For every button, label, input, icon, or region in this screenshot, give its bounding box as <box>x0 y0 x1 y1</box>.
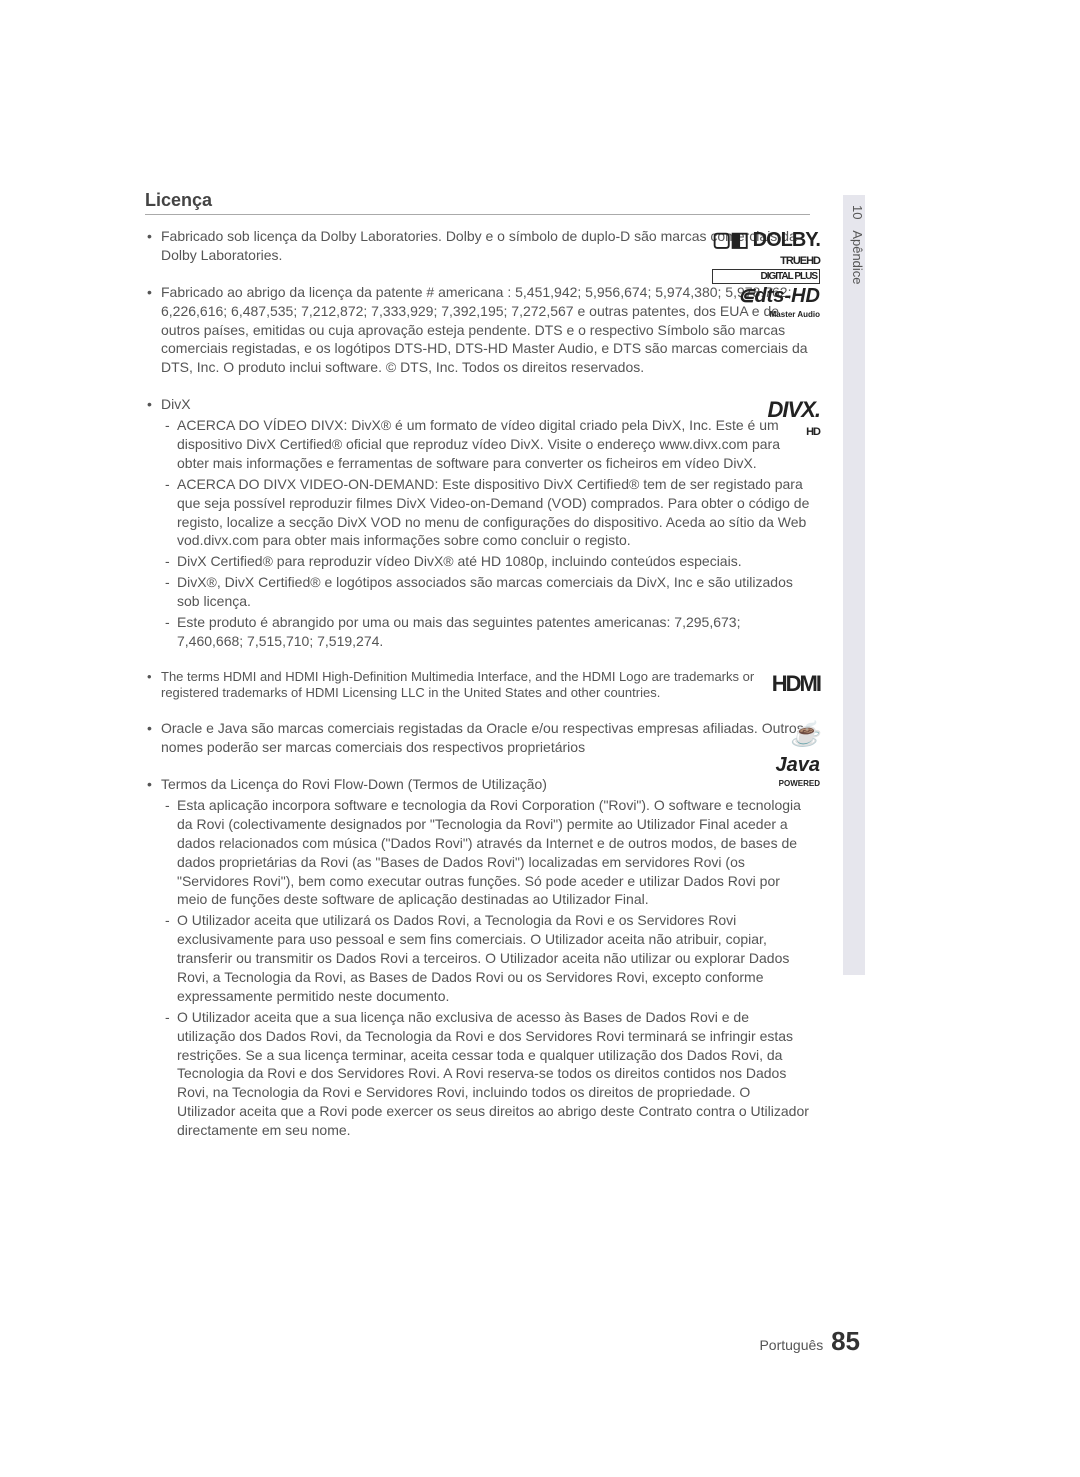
license-item: Fabricado sob licença da Dolby Laborator… <box>145 227 810 265</box>
license-item: Termos da Licença do Rovi Flow-Down (Ter… <box>145 775 810 1140</box>
item-text: DivX <box>145 395 810 414</box>
hdmi-logo: HDMI <box>772 669 820 699</box>
page-heading: Licença <box>145 190 810 215</box>
sub-item: DivX®, DivX Certified® e logótipos assoc… <box>145 573 810 611</box>
dolby-logo: ▢◧ DOLBY.TRUEHDDIGITAL PLUS <box>712 227 820 284</box>
license-item: DivXDIVX.HDACERCA DO VÍDEO DIVX: DivX® é… <box>145 395 810 651</box>
section-label: Apêndice <box>850 230 865 284</box>
license-item: Fabricado ao abrigo da licença da patent… <box>145 283 810 377</box>
sub-item: DivX Certified® para reproduzir vídeo Di… <box>145 552 810 571</box>
sub-item: O Utilizador aceita que utilizará os Dad… <box>145 911 810 1005</box>
page-content: Licença Fabricado sob licença da Dolby L… <box>145 190 810 1140</box>
license-item: Oracle e Java são marcas comerciais regi… <box>145 719 810 757</box>
item-text: Termos da Licença do Rovi Flow-Down (Ter… <box>145 775 810 794</box>
side-tab: 10 Apêndice <box>843 195 865 975</box>
item-text: Oracle e Java são marcas comerciais regi… <box>145 719 810 757</box>
item-text: Fabricado ao abrigo da licença da patent… <box>145 283 810 377</box>
page-footer: Português 85 <box>759 1326 860 1357</box>
sub-item: Esta aplicação incorpora software e tecn… <box>145 796 810 909</box>
item-text: The terms HDMI and HDMI High-Definition … <box>145 669 810 702</box>
sub-item: ACERCA DO DIVX VIDEO-ON-DEMAND: Este dis… <box>145 475 810 551</box>
item-text: Fabricado sob licença da Dolby Laborator… <box>145 227 810 265</box>
dts-logo: ⋐dts-HDMaster Audio <box>738 283 820 321</box>
license-item: The terms HDMI and HDMI High-Definition … <box>145 669 810 702</box>
sub-item: ACERCA DO VÍDEO DIVX: DivX® é um formato… <box>145 416 810 473</box>
section-number: 10 <box>850 205 865 219</box>
sub-item: Este produto é abrangido por uma ou mais… <box>145 613 810 651</box>
footer-lang: Português <box>759 1337 823 1353</box>
footer-page-number: 85 <box>831 1326 860 1356</box>
sub-item: O Utilizador aceita que a sua licença nã… <box>145 1008 810 1140</box>
